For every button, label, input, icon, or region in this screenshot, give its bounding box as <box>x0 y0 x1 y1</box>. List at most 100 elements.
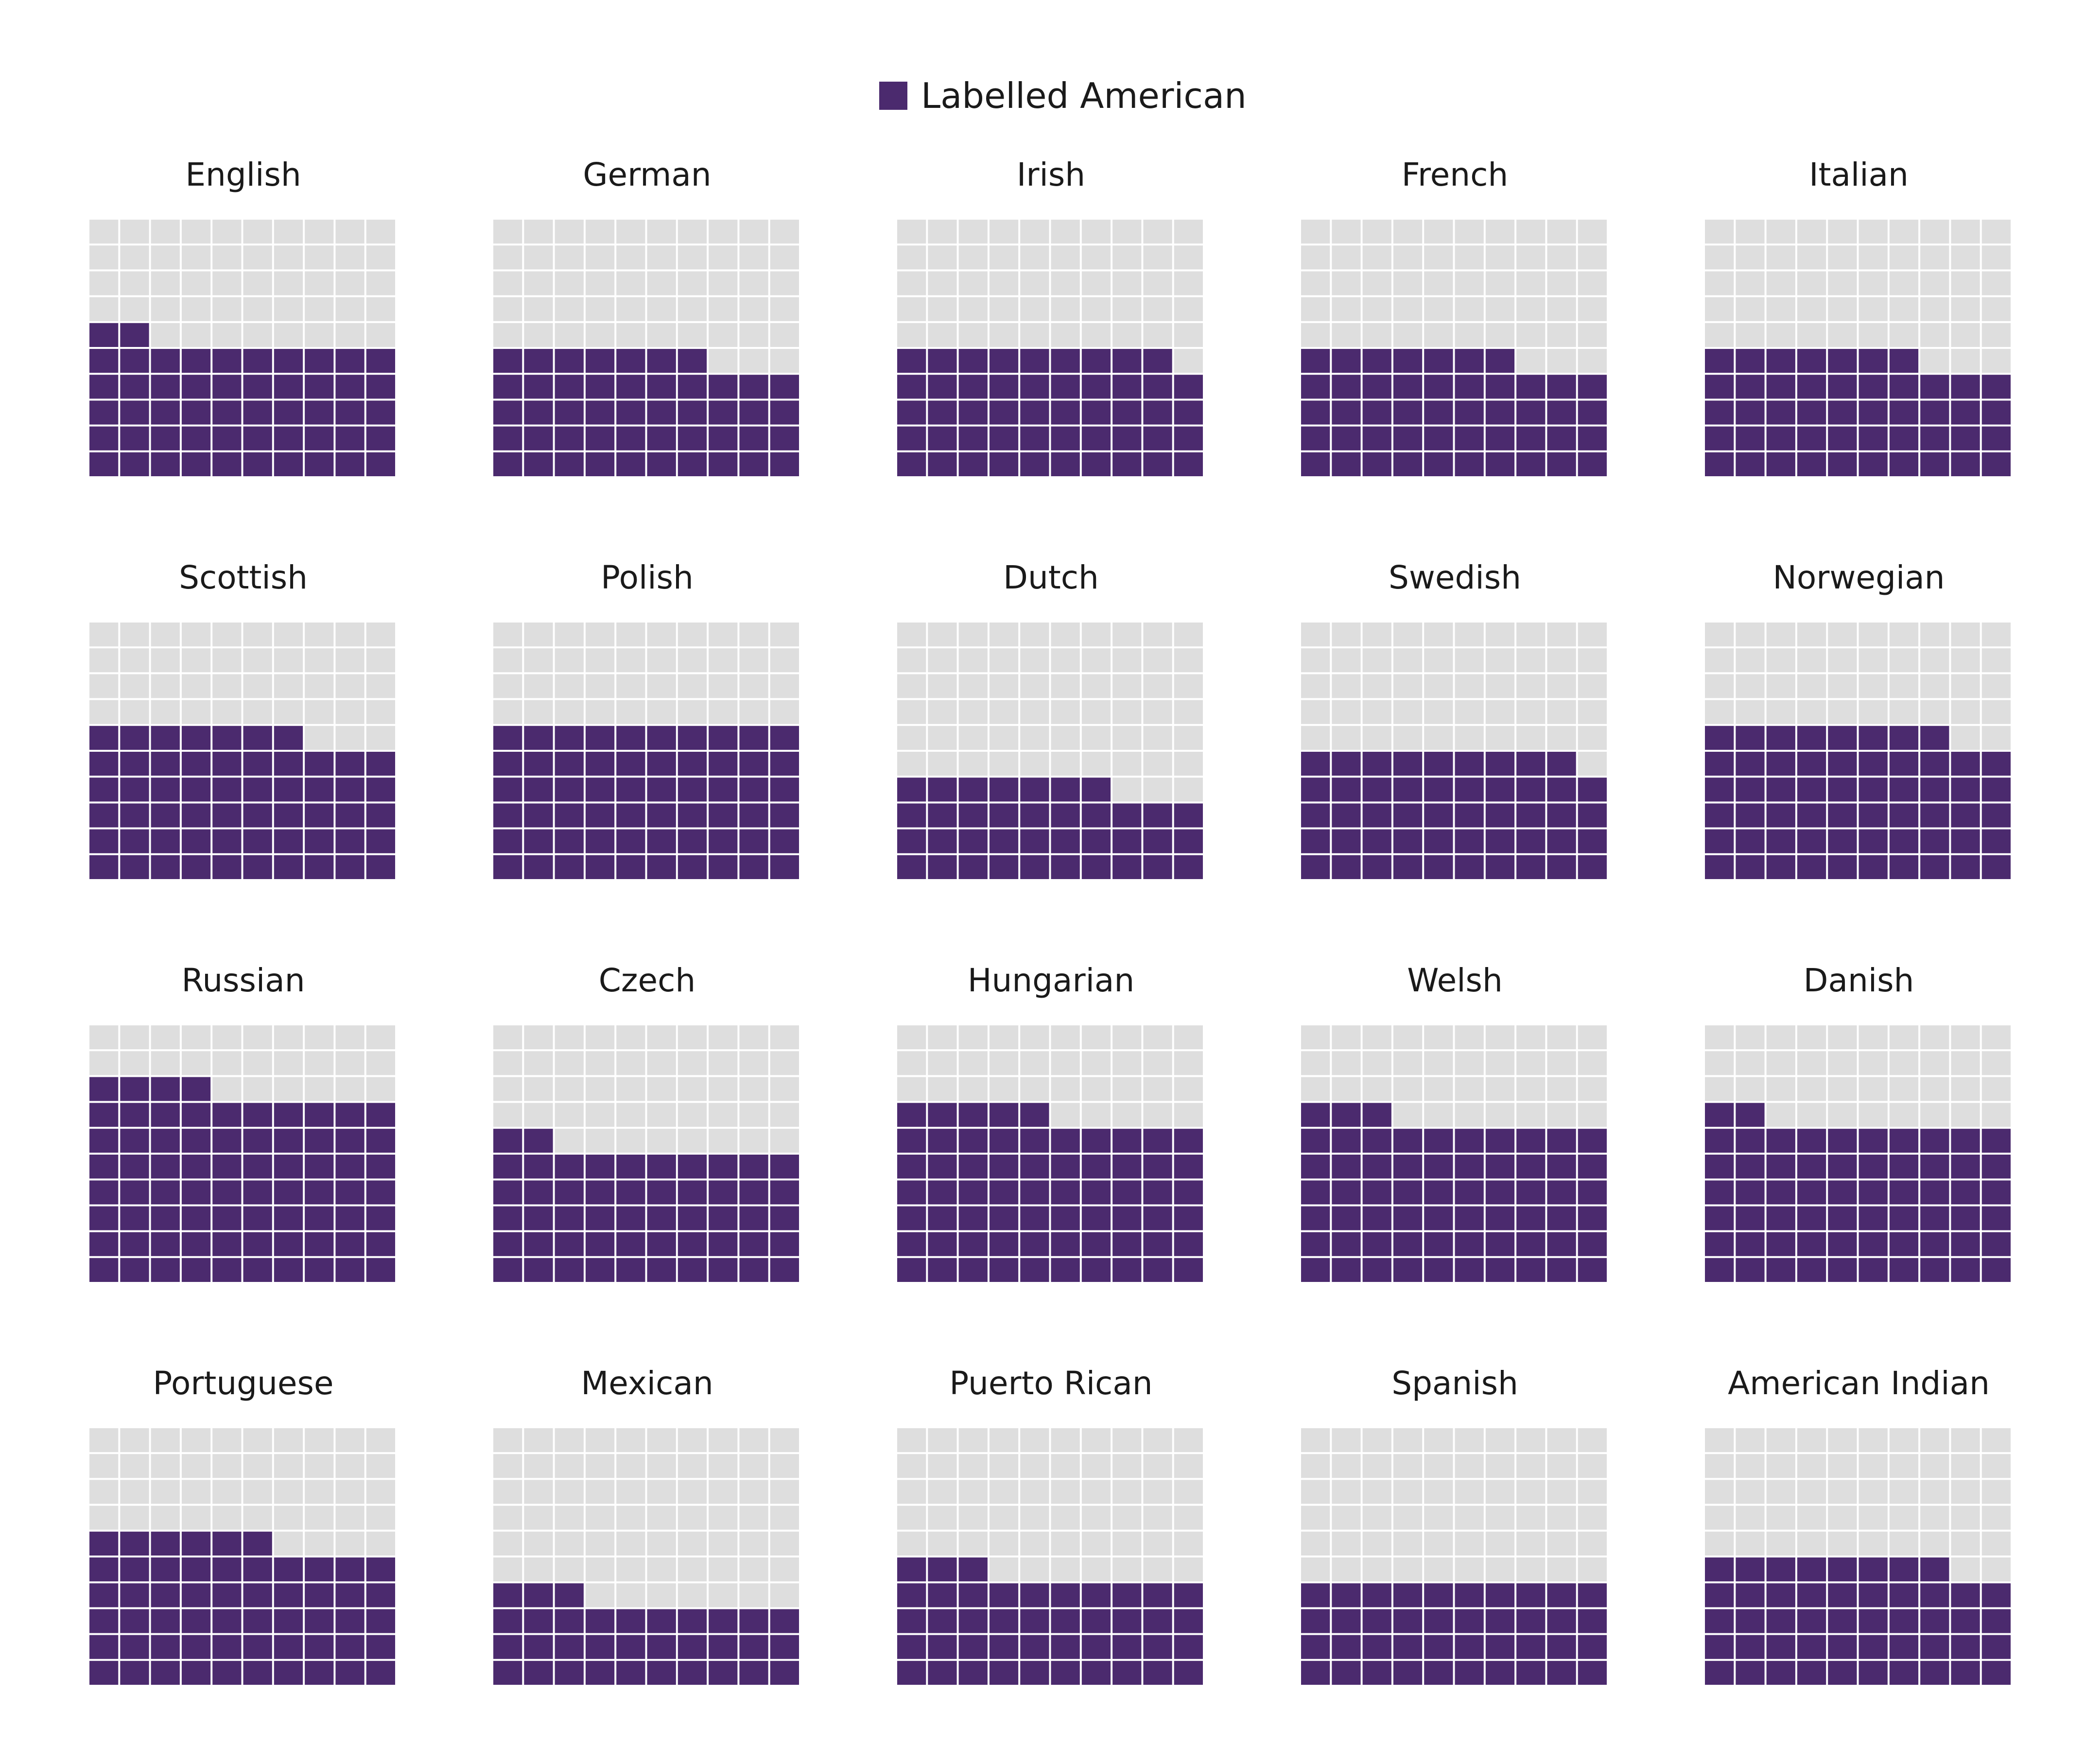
waffle-cell-filled <box>1143 1155 1172 1179</box>
waffle-cell-filled <box>524 375 553 399</box>
waffle-cell-filled <box>493 375 522 399</box>
waffle-cell-filled <box>770 1660 799 1685</box>
waffle-cell-empty <box>1920 1480 1949 1504</box>
panel-title: American Indian <box>1728 1365 1990 1402</box>
waffle-cell-empty <box>1736 700 1765 724</box>
waffle-cell-empty <box>1112 297 1142 321</box>
waffle-cell-empty <box>555 220 584 244</box>
waffle-cell-empty <box>770 623 799 647</box>
waffle-cell-filled <box>151 1583 180 1608</box>
waffle-cell-filled <box>1051 1660 1080 1685</box>
waffle-cell-empty <box>243 1505 272 1530</box>
waffle-cell-empty <box>1332 1454 1361 1478</box>
waffle-cell-empty <box>1301 726 1330 750</box>
waffle-cell-empty <box>120 271 149 295</box>
waffle-cell-filled <box>928 426 957 450</box>
waffle-cell-empty <box>616 674 645 698</box>
waffle-cell-filled <box>89 1128 119 1153</box>
waffle-cell-empty <box>1143 1480 1172 1504</box>
waffle-cell-filled <box>958 349 988 373</box>
waffle-cell-empty <box>1736 648 1765 673</box>
waffle-cell-empty <box>151 271 180 295</box>
waffle-cell-filled <box>709 752 738 776</box>
waffle-cell-empty <box>1362 700 1391 724</box>
waffle-cell-empty <box>678 648 707 673</box>
waffle-cell-filled <box>1578 375 1607 399</box>
waffle-cell-empty <box>739 1077 768 1101</box>
waffle-cell-filled <box>928 1206 957 1230</box>
waffle-cell-filled <box>1516 803 1546 828</box>
waffle-cell-filled <box>678 855 707 879</box>
waffle-cell-empty <box>1828 245 1857 270</box>
waffle-cell-filled <box>678 349 707 373</box>
waffle-cell-filled <box>1393 1258 1423 1282</box>
waffle-cell-filled <box>647 726 676 750</box>
waffle-cell-empty <box>335 245 365 270</box>
waffle-cell-empty <box>1736 323 1765 347</box>
waffle-cell-empty <box>770 1583 799 1608</box>
waffle-cell-empty <box>243 674 272 698</box>
waffle-cell-empty <box>1736 1077 1765 1101</box>
waffle-cell-empty <box>989 700 1019 724</box>
waffle-cell-empty <box>212 245 242 270</box>
waffle-cell-empty <box>212 1025 242 1050</box>
waffle-cell-empty <box>709 1583 738 1608</box>
waffle-cell-filled <box>1981 1128 2011 1153</box>
waffle-cell-filled <box>1301 426 1330 450</box>
waffle-cell-empty <box>770 1454 799 1478</box>
waffle-cell-empty <box>647 1051 676 1075</box>
waffle-cell-filled <box>366 452 395 476</box>
waffle-cell-empty <box>709 1103 738 1127</box>
panel-title: Dutch <box>1003 559 1099 596</box>
waffle-cell-empty <box>616 1454 645 1478</box>
waffle-cell-filled <box>1485 1232 1515 1256</box>
waffle-cell-filled <box>678 426 707 450</box>
waffle-cell-filled <box>335 1180 365 1205</box>
waffle-cell-filled <box>1393 1180 1423 1205</box>
waffle-cell-filled <box>739 452 768 476</box>
waffle-cell-empty <box>897 1454 926 1478</box>
waffle-cell-filled <box>89 1077 119 1101</box>
waffle-cell-filled <box>1859 752 1888 776</box>
waffle-cell-empty <box>524 220 553 244</box>
waffle-cell-empty <box>1889 297 1919 321</box>
waffle-cell-filled <box>305 1258 334 1282</box>
waffle-cell-filled <box>678 1258 707 1282</box>
waffle-cell-filled <box>1859 1155 1888 1179</box>
waffle-cell-filled <box>1578 1128 1607 1153</box>
waffle-cell-filled <box>1485 1258 1515 1282</box>
waffle-cell-empty <box>709 220 738 244</box>
waffle-cell-filled <box>647 1180 676 1205</box>
waffle-cell-empty <box>1516 1051 1546 1075</box>
waffle-cell-filled <box>1951 375 1980 399</box>
waffle-cell-empty <box>585 271 615 295</box>
waffle-cell-empty <box>1797 1531 1826 1556</box>
waffle-cell-empty <box>1020 623 1049 647</box>
waffle-cell-empty <box>1455 623 1484 647</box>
waffle-cell-filled <box>1362 349 1391 373</box>
waffle-cell-empty <box>1547 297 1576 321</box>
waffle-cell-filled <box>243 1180 272 1205</box>
waffle-cell-empty <box>335 323 365 347</box>
waffle-cell-filled <box>1424 855 1453 879</box>
waffle-cell-filled <box>1020 400 1049 425</box>
waffle-cell-filled <box>1889 375 1919 399</box>
waffle-cell-filled <box>770 726 799 750</box>
waffle-cell-empty <box>1362 1531 1391 1556</box>
waffle-cell-filled <box>274 1232 303 1256</box>
waffle-cell-empty <box>1393 1103 1423 1127</box>
waffle-cell-filled <box>1051 1180 1080 1205</box>
waffle-cell-empty <box>243 1051 272 1075</box>
waffle-cell-empty <box>897 1077 926 1101</box>
waffle-cell-empty <box>1951 1480 1980 1504</box>
waffle-cell-filled <box>1705 1557 1734 1582</box>
waffle-cell-filled <box>1889 1609 1919 1633</box>
waffle-cell-filled <box>1859 349 1888 373</box>
waffle-cell-filled <box>1455 400 1484 425</box>
waffle-cell-empty <box>524 1505 553 1530</box>
waffle-cell-filled <box>1112 1583 1142 1608</box>
waffle-cell-filled <box>555 1609 584 1633</box>
waffle-cell-filled <box>1797 752 1826 776</box>
waffle-cell-empty <box>647 245 676 270</box>
waffle-cell-filled <box>1736 778 1765 802</box>
